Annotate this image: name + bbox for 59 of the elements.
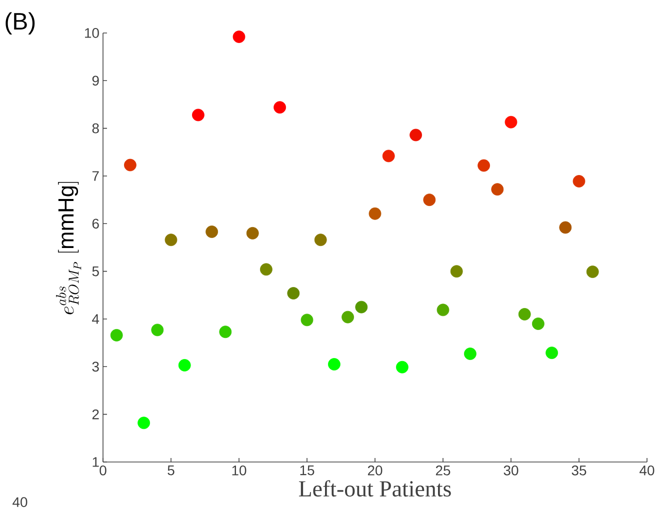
- x-axis-title: Left-out Patients: [298, 480, 451, 497]
- point: [124, 158, 136, 172]
- x-tick-label: 10: [232, 465, 246, 476]
- point: [478, 159, 490, 172]
- point: [368, 207, 382, 220]
- point: [450, 265, 463, 278]
- point: [382, 150, 395, 162]
- text: 40: [12, 497, 28, 508]
- point: [559, 221, 572, 234]
- y-tick-label: 6: [92, 218, 99, 229]
- point: [355, 300, 368, 314]
- y-tick-label: 3: [92, 362, 99, 372]
- y-tick-label: 5: [92, 266, 99, 276]
- text: (B): [6, 12, 35, 34]
- point: [178, 359, 191, 372]
- point: [287, 287, 300, 300]
- x-tick-label: 40: [640, 465, 654, 476]
- point: [138, 416, 150, 430]
- y-tick-label: 2: [92, 409, 99, 420]
- x-tick-label: 35: [572, 465, 586, 476]
- y-tick-label: 10: [85, 28, 99, 38]
- point: [206, 226, 218, 238]
- point: [464, 348, 476, 360]
- y-tick-label: 9: [92, 76, 99, 86]
- y-tick-label: 7: [92, 171, 99, 181]
- point: [396, 360, 408, 374]
- x-tick-label: 5: [168, 466, 174, 476]
- point: [246, 226, 259, 240]
- point: [314, 234, 327, 246]
- point: [300, 314, 314, 326]
- y-tick-label: 8: [92, 123, 99, 134]
- point: [151, 324, 164, 336]
- point: [532, 318, 544, 330]
- point: [342, 310, 354, 324]
- point: [546, 346, 558, 360]
- x-tick-label: 15: [300, 466, 314, 476]
- x-tick-label: 0: [100, 465, 106, 476]
- x-tick-label: 30: [504, 465, 518, 476]
- point: [504, 116, 518, 128]
- point: [110, 328, 123, 342]
- point: [164, 234, 178, 246]
- y-axis-title: $e^{abs}_{ROM_P}\ \mathrm{[mmHg]}$: [56, 182, 82, 314]
- y-tick-label: 1: [92, 457, 99, 467]
- point: [586, 266, 599, 278]
- point: [328, 358, 340, 370]
- point: [423, 194, 436, 206]
- point: [192, 108, 204, 122]
- point: [410, 128, 422, 142]
- point: [260, 263, 272, 276]
- point: [232, 30, 246, 44]
- y-tick-label: 4: [92, 314, 100, 324]
- point: [491, 183, 504, 196]
- point: [572, 175, 586, 188]
- x-tick-label: 20: [368, 465, 382, 476]
- point: [274, 101, 286, 114]
- point: [518, 308, 531, 320]
- point: [219, 326, 232, 338]
- x-tick-label: 25: [436, 465, 450, 476]
- point: [436, 304, 450, 316]
